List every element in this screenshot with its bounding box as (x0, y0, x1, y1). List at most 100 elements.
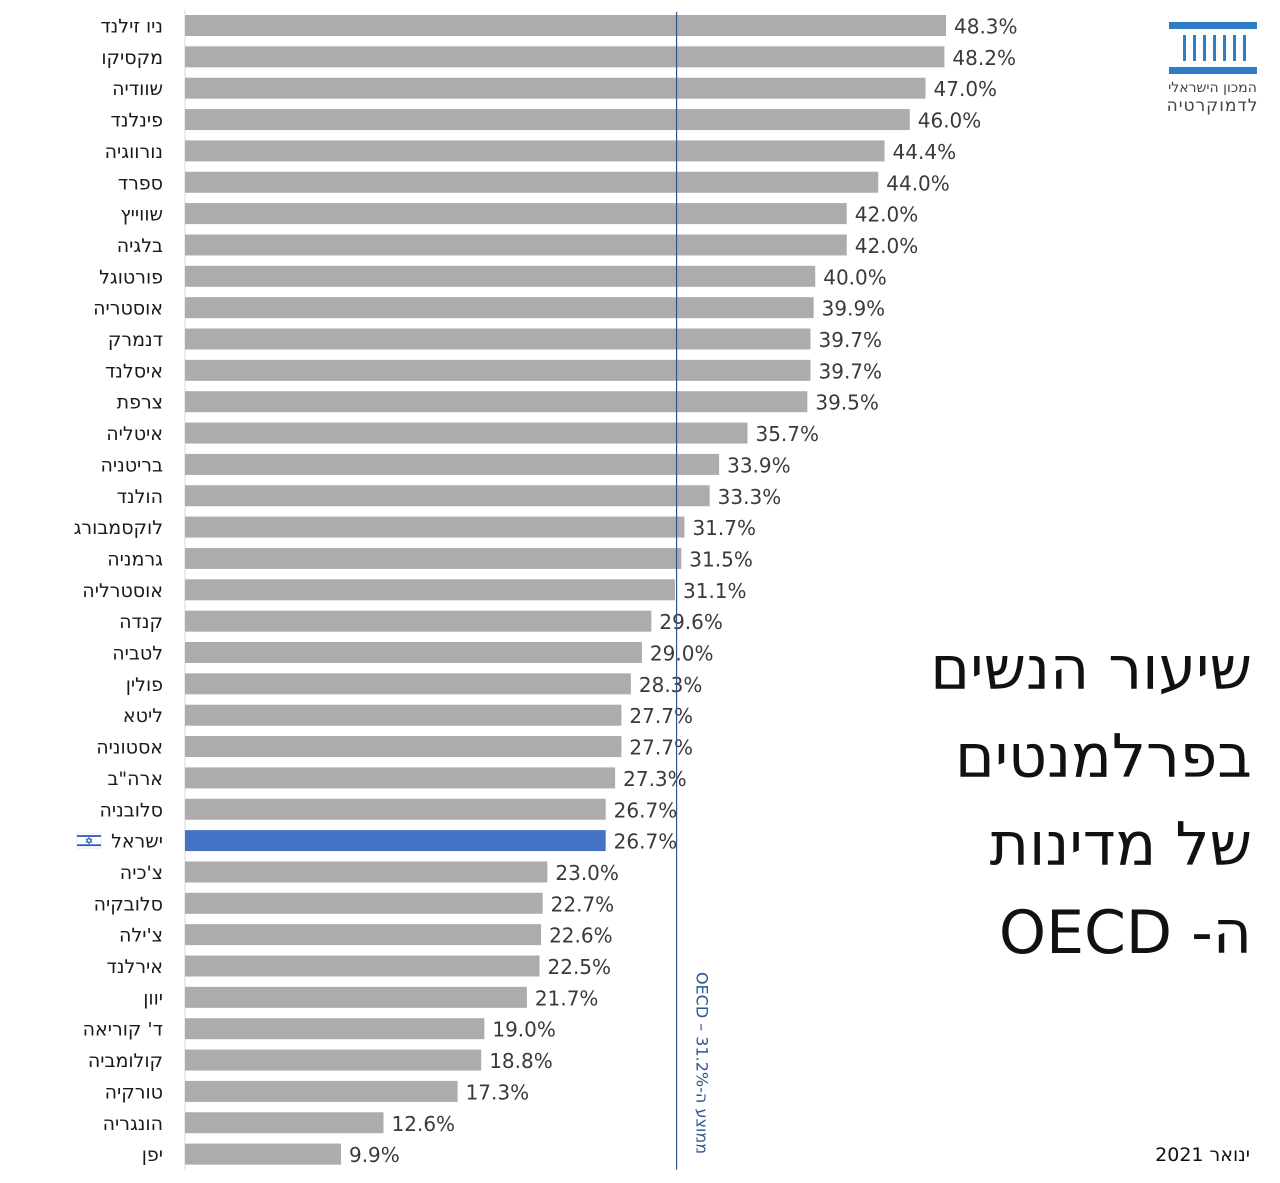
bar (185, 265, 816, 287)
value-label: 42.0% (855, 234, 919, 258)
value-label: 22.6% (549, 924, 613, 948)
value-label: 42.0% (855, 203, 919, 227)
category-label: צ'כיה (120, 862, 163, 884)
value-label: 17.3% (466, 1080, 530, 1104)
category-label: ד' קוריאה (83, 1019, 163, 1041)
bar (185, 422, 748, 444)
category-label: שווייץ (120, 204, 163, 226)
value-label: 26.7% (614, 798, 678, 822)
value-label: 29.0% (650, 642, 714, 666)
chart-title-line: של מדינות (989, 810, 1252, 880)
category-label: קולומביה (88, 1050, 163, 1072)
value-label: 27.7% (629, 704, 693, 728)
category-label: פורטוגל (99, 266, 163, 288)
value-label: 39.5% (815, 391, 879, 415)
bar (185, 798, 606, 820)
building-columns-icon (1168, 22, 1257, 74)
chart-title: שיעור הנשים בפרלמנטים של מדינות ה- OECD (832, 625, 1252, 977)
category-label: יפן (142, 1144, 163, 1166)
logo-line-2: לדמוקרטיה (1166, 96, 1259, 116)
bar (185, 767, 616, 789)
category-label: ספרד (118, 172, 163, 194)
bar (185, 610, 652, 632)
category-label: יוון (143, 987, 163, 1009)
category-label: נורווגיה (105, 141, 163, 163)
value-label: 19.0% (492, 1018, 556, 1042)
value-label: 44.0% (886, 171, 950, 195)
bar (185, 485, 710, 507)
value-label: 29.6% (659, 610, 723, 634)
bar (185, 1112, 384, 1134)
value-label: 31.1% (683, 579, 747, 603)
value-label: 21.7% (535, 986, 599, 1010)
bar (185, 642, 642, 663)
category-label: צרפת (117, 392, 163, 414)
bar (185, 109, 910, 131)
flag-star (85, 836, 93, 843)
bar (185, 203, 847, 225)
bar (185, 297, 814, 319)
category-label: דנמרק (108, 329, 163, 351)
date-label: ינואר 2021 (1155, 1144, 1250, 1166)
bar (185, 1049, 482, 1071)
bar (185, 453, 720, 475)
category-label: אירלנד (107, 956, 163, 978)
category-label: בריטניה (100, 454, 163, 476)
category-label: אוסטריה (93, 298, 163, 320)
bar (185, 579, 676, 601)
value-label: 9.9% (349, 1143, 400, 1167)
category-label: פולין (126, 674, 163, 696)
category-label: ניו זילנד (100, 16, 163, 38)
category-label: טורקיה (105, 1081, 163, 1103)
value-label: 47.0% (934, 77, 998, 101)
value-label: 48.2% (952, 46, 1016, 70)
category-label: פינלנד (110, 110, 163, 132)
bar (185, 924, 542, 946)
average-label: ממוצע ה-OECD – 31.2% (693, 972, 712, 1154)
chart-title-line: ה- OECD (998, 898, 1252, 968)
bar (185, 46, 945, 68)
bar (185, 234, 847, 256)
category-label: אסטוניה (96, 737, 163, 759)
category-label: אוסטרליה (82, 580, 163, 602)
bar (185, 15, 946, 36)
value-label: 40.0% (823, 265, 887, 289)
bar (185, 704, 622, 726)
bar (185, 516, 685, 538)
bar (185, 140, 885, 162)
category-label: ישראל (111, 831, 163, 853)
value-label: 12.6% (392, 1112, 456, 1136)
value-label: 33.3% (718, 485, 782, 509)
bar (185, 547, 682, 569)
category-label: קנדה (119, 611, 163, 633)
value-label: 39.7% (819, 359, 883, 383)
category-label: מקסיקו (101, 47, 163, 69)
bar (185, 1143, 341, 1165)
bar (185, 328, 811, 350)
chart-title-line: בפרלמנטים (954, 722, 1252, 792)
category-label: ליטא (123, 705, 163, 727)
flag-stripe (77, 844, 101, 847)
value-label: 18.8% (489, 1049, 553, 1073)
bar (185, 861, 548, 883)
category-label: לוקסמבורג (74, 517, 163, 539)
bar (185, 736, 622, 758)
value-label: 48.3% (954, 15, 1018, 39)
value-label: 35.7% (755, 422, 819, 446)
value-label: 28.3% (639, 673, 703, 697)
bar (185, 77, 926, 99)
value-label: 27.7% (629, 736, 693, 760)
category-label: צ'ילה (119, 925, 163, 947)
value-label: 33.9% (727, 453, 791, 477)
category-label: איטליה (106, 423, 163, 445)
value-label: 22.7% (551, 892, 615, 916)
value-label: 31.5% (689, 547, 753, 571)
bar (185, 359, 811, 381)
value-label: 44.4% (893, 140, 957, 164)
value-label: 23.0% (555, 861, 619, 885)
category-label: גרמניה (107, 548, 163, 570)
value-label: 39.7% (819, 328, 883, 352)
category-label: הולנד (117, 486, 163, 508)
category-label: בלגיה (117, 235, 163, 257)
